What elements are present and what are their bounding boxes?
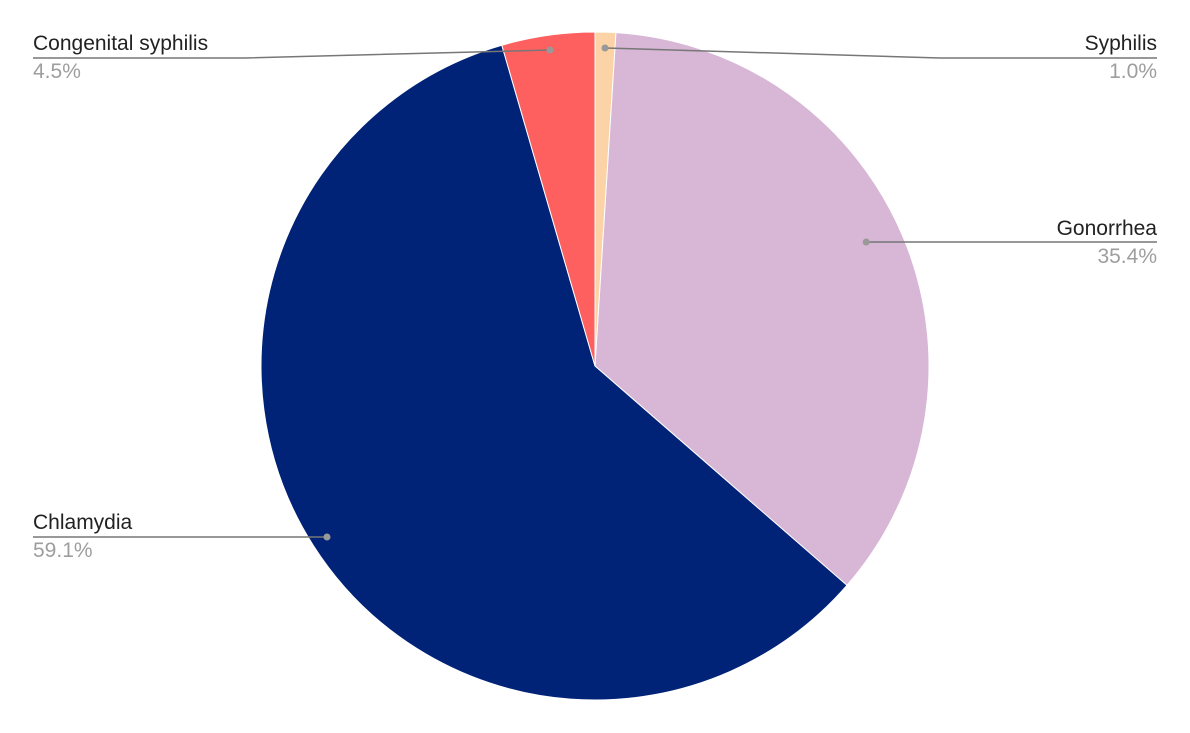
- leader-dot-syphilis: [601, 44, 609, 52]
- pie-label-syphilis: Syphilis 1.0%: [601, 32, 1157, 83]
- pie-slice-congenital-syphilis: [501, 31, 596, 367]
- pie-label-congenital-syphilis: Congenital syphilis 4.5%: [33, 32, 554, 83]
- leader-dot-chlamydia: [323, 533, 331, 541]
- slice-label-congenital-syphilis: Congenital syphilis: [33, 32, 208, 55]
- slice-value-syphilis: 1.0%: [1109, 60, 1157, 83]
- slice-value-gonorrhea: 35.4%: [1097, 245, 1157, 268]
- leader-line-syphilis: [604, 47, 1157, 59]
- pie-slice-gonorrhea: [594, 32, 930, 587]
- pie-label-chlamydia: Chlamydia 59.1%: [33, 511, 331, 562]
- slice-value-chlamydia: 59.1%: [33, 539, 93, 562]
- pie-slice-chlamydia: [260, 44, 848, 701]
- slice-value-congenital-syphilis: 4.5%: [33, 60, 81, 83]
- slice-label-syphilis: Syphilis: [1085, 32, 1157, 55]
- pie-label-gonorrhea: Gonorrhea 35.4%: [862, 217, 1158, 268]
- leader-dot-congenital-syphilis: [546, 46, 554, 54]
- leader-line-congenital-syphilis: [33, 49, 551, 59]
- slice-label-chlamydia: Chlamydia: [33, 511, 133, 534]
- slice-label-gonorrhea: Gonorrhea: [1057, 217, 1158, 240]
- leader-dot-gonorrhea: [862, 238, 870, 246]
- pie-labels: Syphilis 1.0% Gonorrhea 35.4% Chlamydia 59.1%…: [33, 32, 1157, 562]
- pie-slices: [260, 31, 930, 701]
